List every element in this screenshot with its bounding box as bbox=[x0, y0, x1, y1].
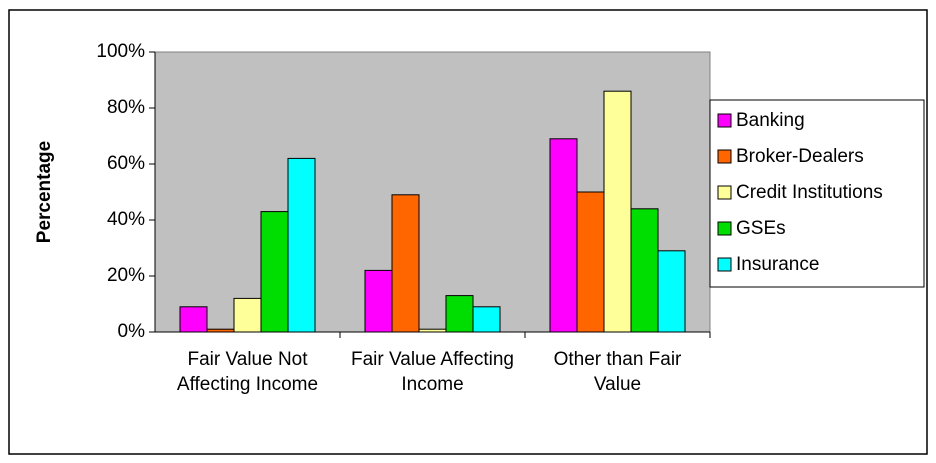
legend-label: GSEs bbox=[736, 218, 786, 239]
bar bbox=[549, 138, 578, 333]
y-tick-label: 100% bbox=[96, 41, 145, 62]
bar bbox=[233, 297, 262, 333]
bar bbox=[364, 269, 393, 333]
legend-label: Insurance bbox=[736, 254, 819, 275]
bar bbox=[179, 306, 208, 333]
y-tick-label: 40% bbox=[107, 209, 145, 230]
bar bbox=[657, 250, 686, 333]
bar bbox=[206, 328, 235, 333]
bar bbox=[391, 194, 420, 333]
legend-swatch bbox=[717, 113, 732, 128]
legend-box bbox=[709, 99, 925, 288]
legend-swatch bbox=[717, 185, 732, 200]
bar bbox=[445, 295, 474, 333]
bar bbox=[287, 157, 316, 333]
y-axis-label: Percentage bbox=[34, 141, 55, 243]
legend-label: Broker-Dealers bbox=[736, 146, 864, 167]
legend-swatch bbox=[717, 221, 732, 236]
y-tick-label: 80% bbox=[107, 97, 145, 118]
bar bbox=[418, 328, 447, 333]
bar bbox=[630, 208, 659, 333]
legend-swatch bbox=[717, 149, 732, 164]
legend-label: Credit Institutions bbox=[736, 182, 883, 203]
bar bbox=[260, 211, 289, 333]
legend-swatch bbox=[717, 257, 732, 272]
bar bbox=[576, 191, 605, 333]
x-tick-label: Other than Fair Value bbox=[553, 349, 682, 395]
y-tick-label: 0% bbox=[118, 321, 146, 342]
bar bbox=[472, 306, 501, 333]
legend-label: Banking bbox=[736, 110, 805, 131]
x-tick-label: Fair Value Not Affecting Income bbox=[176, 349, 319, 395]
y-tick-label: 20% bbox=[107, 265, 145, 286]
y-tick-label: 60% bbox=[107, 153, 145, 174]
bar bbox=[603, 90, 632, 333]
x-tick-label: Fair Value Affecting Income bbox=[350, 349, 514, 395]
